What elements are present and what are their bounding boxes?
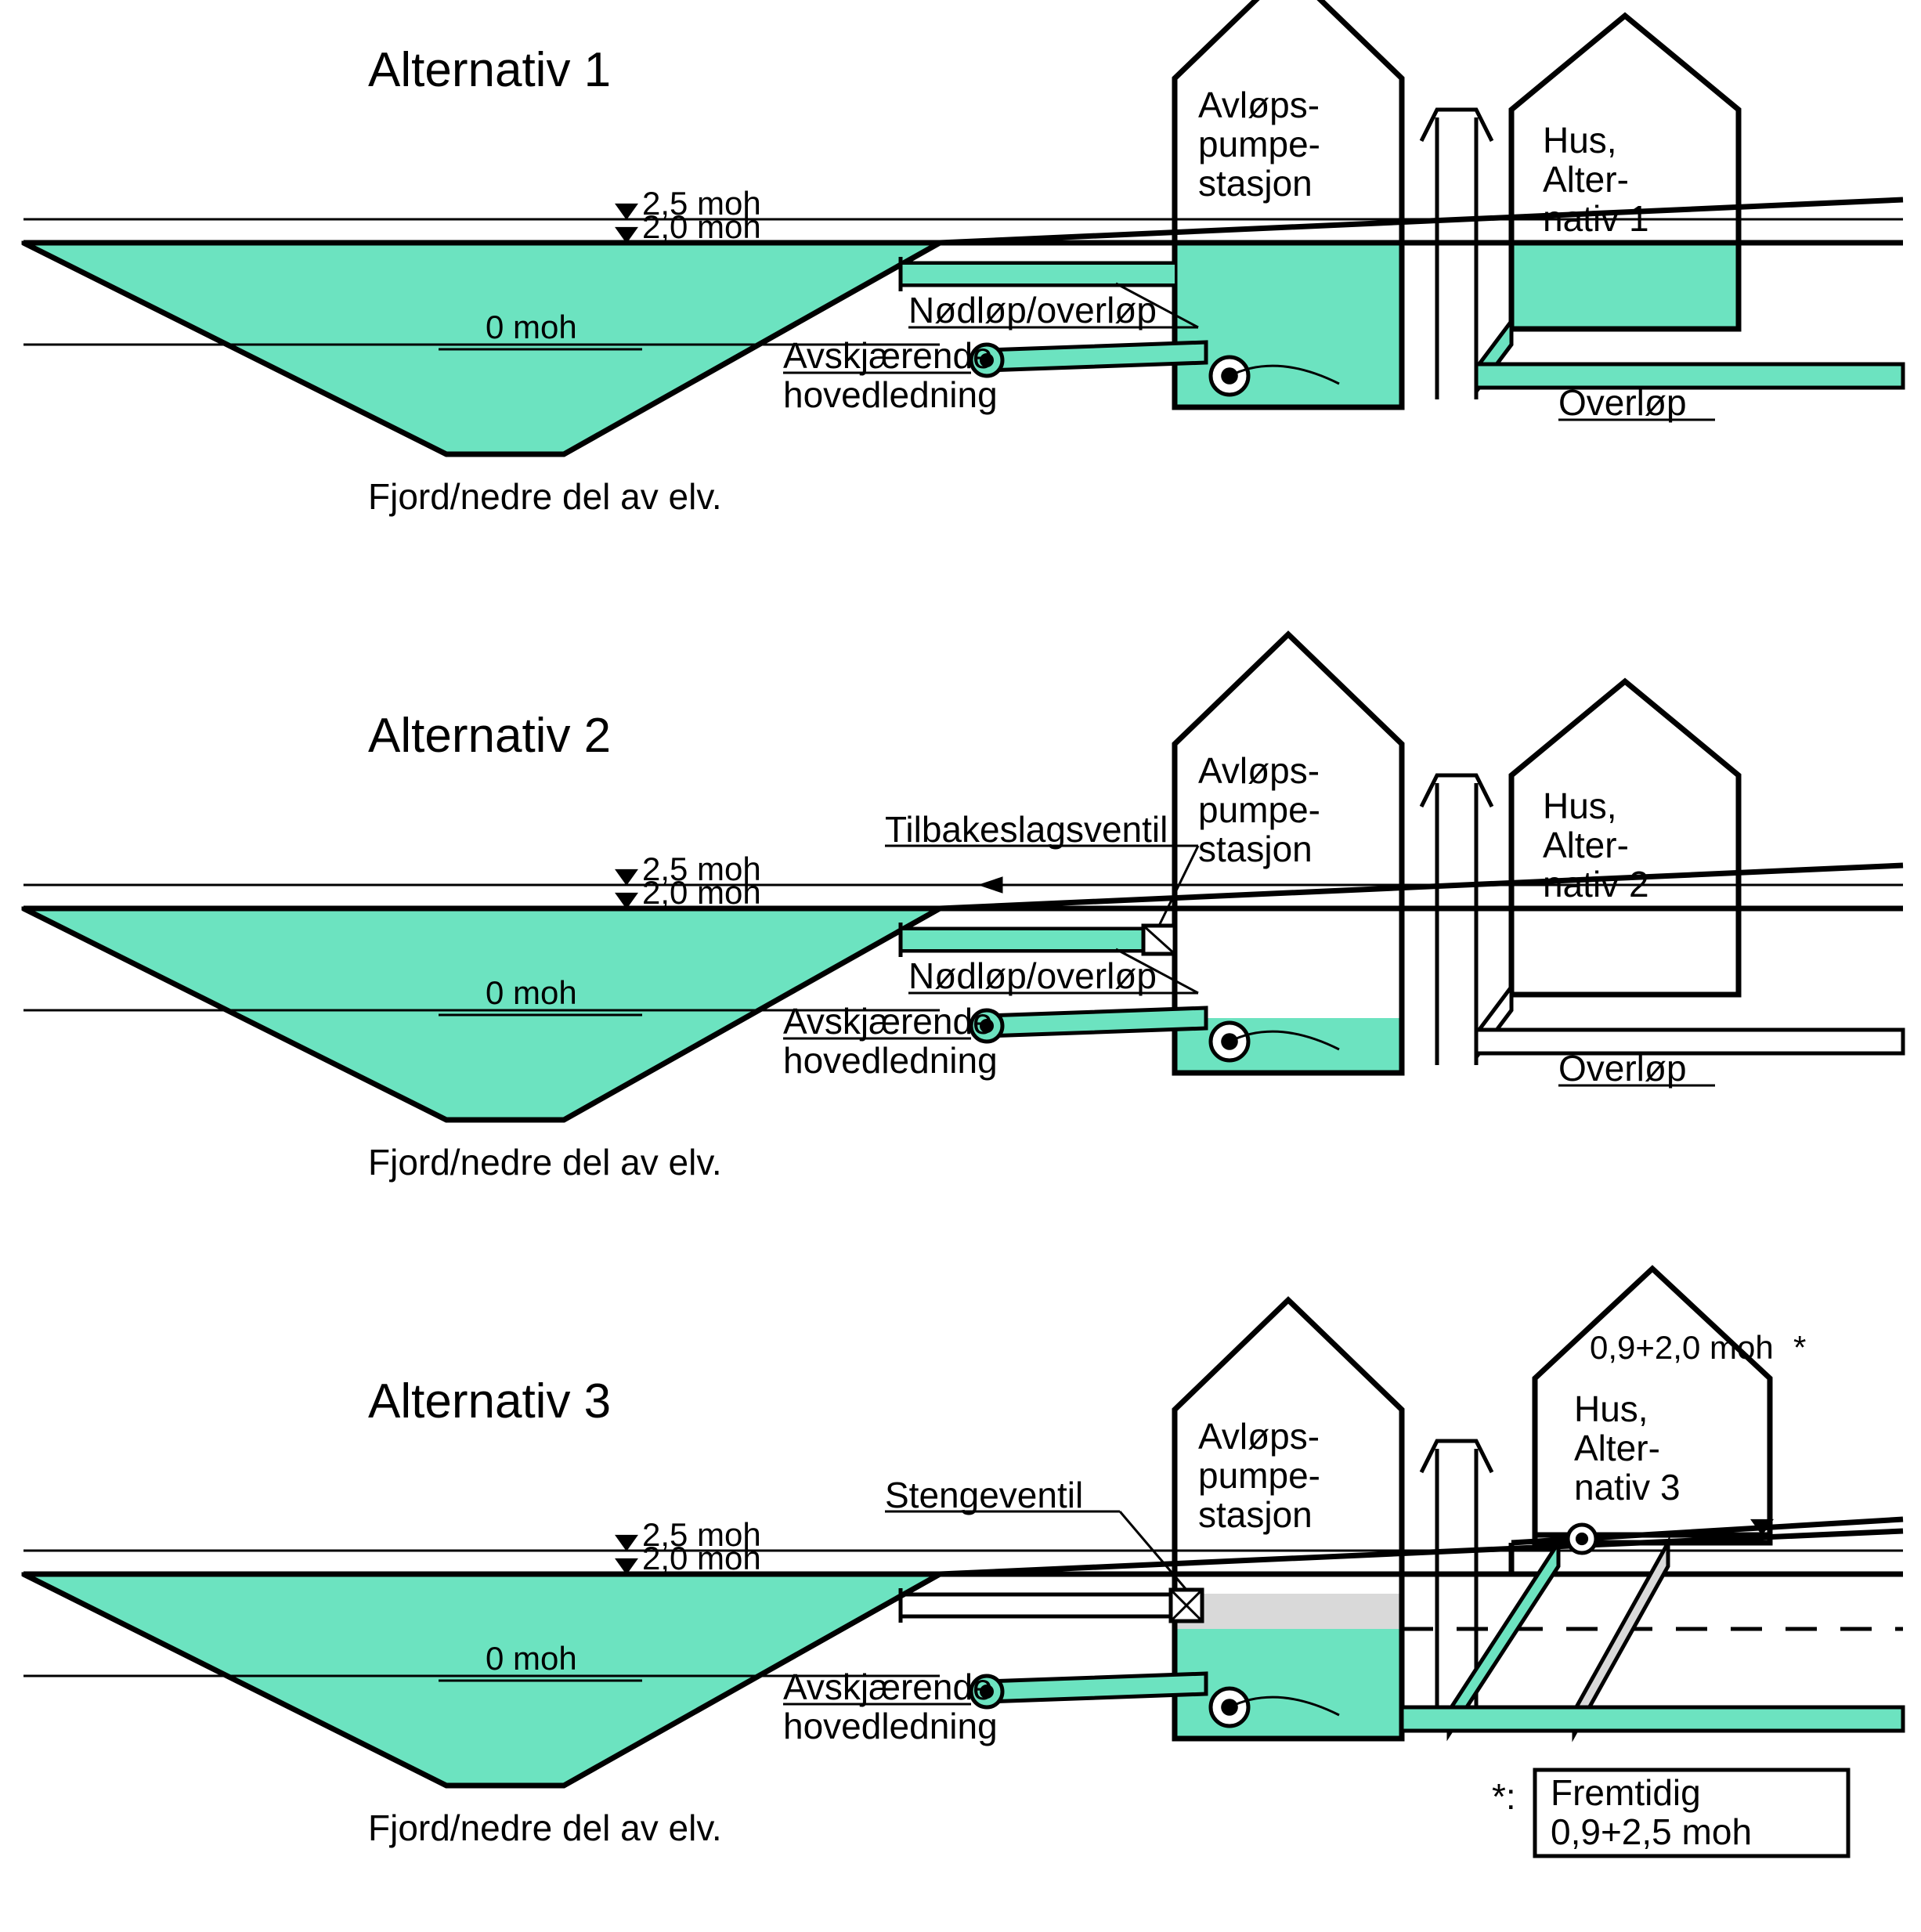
asterisk-box-text: 0,9+2,5 moh — [1551, 1811, 1752, 1852]
asterisk-mark: * — [1793, 1329, 1806, 1366]
station-label: pumpe- — [1198, 124, 1320, 164]
overlop-label: Overløp — [1558, 382, 1687, 423]
overflow-label: Nødløp/overløp — [908, 955, 1157, 996]
station-label: Avløps- — [1198, 1416, 1320, 1457]
house-label-1: Hus, — [1543, 120, 1617, 161]
asterisk-key: *: — [1492, 1776, 1516, 1817]
level-0: 0 moh — [486, 309, 577, 345]
asterisk-box-text: Fremtidig — [1551, 1772, 1701, 1813]
level-0: 0 moh — [486, 974, 577, 1011]
fjord-caption: Fjord/nedre del av elv. — [368, 1142, 722, 1183]
main-pipe-label: hovedledning — [783, 1706, 998, 1746]
house-label-2: Hus, — [1543, 785, 1617, 826]
shut-valve-label: Stengeventil — [885, 1475, 1083, 1515]
panel-3: Alternativ 3Fjord/nedre del av elv.2,5 m… — [23, 1269, 1903, 1856]
station-label: stasjon — [1198, 829, 1313, 869]
house-label-3: nativ 3 — [1574, 1467, 1681, 1508]
level-2-0: 2,0 moh — [642, 208, 761, 245]
main-pipe-label: Avskjærende — [783, 1667, 993, 1707]
main-pipe-label: Avskjærende — [783, 1001, 993, 1042]
level-2-0: 2,0 moh — [642, 874, 761, 911]
main-pipe-label: Avskjærende — [783, 335, 993, 376]
panel-title-1: Alternativ 1 — [368, 43, 611, 97]
station-label: stasjon — [1198, 163, 1313, 204]
station-label: Avløps- — [1198, 85, 1320, 125]
diagram-root: Alternativ 1Fjord/nedre del av elv.2,5 m… — [0, 0, 1921, 1932]
station-label: Avløps- — [1198, 750, 1320, 791]
house-label-2: Alter- — [1543, 825, 1629, 865]
level-0: 0 moh — [486, 1640, 577, 1677]
house-label-3: Hus, — [1574, 1389, 1648, 1429]
panel-title-3: Alternativ 3 — [368, 1374, 611, 1428]
station-label: stasjon — [1198, 1494, 1313, 1535]
fjord-caption: Fjord/nedre del av elv. — [368, 1807, 722, 1848]
panel-2: Alternativ 2Fjord/nedre del av elv.2,5 m… — [23, 634, 1903, 1183]
station-label: pumpe- — [1198, 789, 1320, 830]
overflow-label: Nødløp/overløp — [908, 290, 1157, 330]
house-label-2: nativ 2 — [1543, 864, 1649, 905]
house-label-1: nativ 1 — [1543, 198, 1649, 239]
overlop-label: Overløp — [1558, 1048, 1687, 1089]
alt3-level-label: 0,9+2,0 moh — [1590, 1329, 1774, 1366]
main-pipe-label: hovedledning — [783, 1040, 998, 1081]
main-pipe-label: hovedledning — [783, 374, 998, 415]
house-label-3: Alter- — [1574, 1428, 1660, 1468]
fjord-caption: Fjord/nedre del av elv. — [368, 476, 722, 517]
panel-1: Alternativ 1Fjord/nedre del av elv.2,5 m… — [23, 0, 1903, 517]
panel-title-2: Alternativ 2 — [368, 709, 611, 763]
check-valve-label: Tilbakeslagsventil — [885, 809, 1168, 850]
level-2-0: 2,0 moh — [642, 1540, 761, 1576]
station-label: pumpe- — [1198, 1455, 1320, 1496]
house-label-1: Alter- — [1543, 159, 1629, 200]
